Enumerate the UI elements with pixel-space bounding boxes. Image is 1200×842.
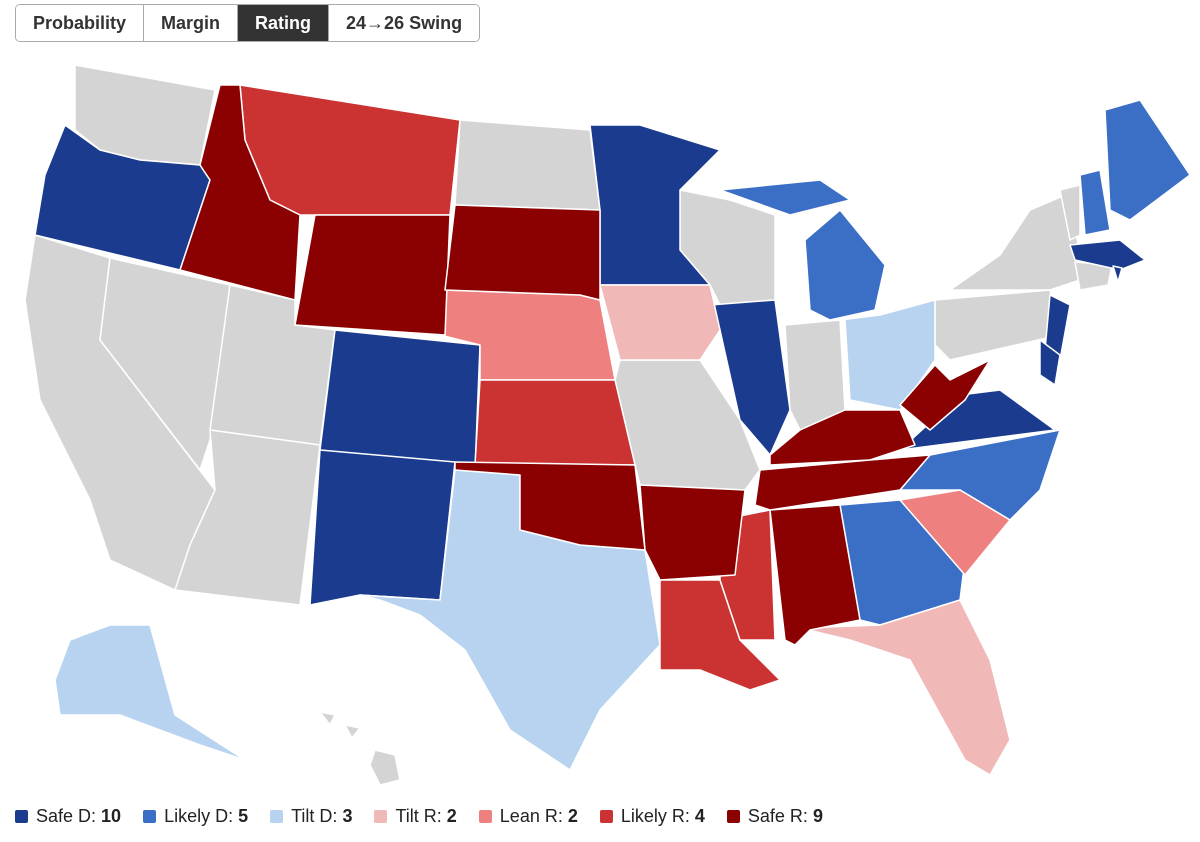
legend-count: 2 xyxy=(446,806,457,826)
legend-count: 2 xyxy=(567,806,578,826)
legend-label: Lean R: 2 xyxy=(499,806,578,826)
tilt-r-states xyxy=(599,284,1011,776)
legend-count: 3 xyxy=(342,806,353,826)
legend-count: 4 xyxy=(694,806,705,826)
legend-swatch xyxy=(143,810,157,823)
tilt-d-states xyxy=(54,299,936,771)
legend-item: Tilt R: 2 xyxy=(374,806,457,827)
likely-r-states xyxy=(239,84,781,691)
legend-label: Tilt D: 3 xyxy=(291,806,353,826)
legend-item: Tilt D: 3 xyxy=(270,806,352,827)
legend-count: 9 xyxy=(812,806,823,826)
legend-item: Lean R: 2 xyxy=(478,806,578,827)
legend-swatch xyxy=(15,810,28,823)
legend-label: Safe R: 9 xyxy=(747,806,823,826)
legend-label: Likely R: 4 xyxy=(620,806,705,826)
legend-item: Safe R: 9 xyxy=(726,806,823,827)
tab-bar: Probability Margin Rating 24→26 Swing xyxy=(15,4,481,42)
safe-d-states xyxy=(34,124,1146,606)
tab[interactable]: Probability xyxy=(16,5,145,41)
legend-swatch xyxy=(726,810,740,823)
legend: Safe D: 10 Likely D: 5 Tilt D: 3 Tilt R: 2 Lean … xyxy=(15,806,823,827)
legend-swatch xyxy=(270,810,284,823)
legend-item: Likely D: 5 xyxy=(143,806,248,827)
legend-label: Safe D: 10 xyxy=(36,806,122,826)
us-map xyxy=(24,64,1191,786)
legend-count: 5 xyxy=(238,806,249,826)
tab[interactable]: Rating xyxy=(238,5,330,41)
legend-swatch xyxy=(478,810,492,823)
legend-label: Tilt R: 2 xyxy=(395,806,457,826)
legend-item: Likely R: 4 xyxy=(599,806,705,827)
legend-count: 10 xyxy=(101,806,122,826)
legend-label: Likely D: 5 xyxy=(164,806,249,826)
tab[interactable]: 24→26 Swing xyxy=(329,5,480,41)
safe-r-states xyxy=(179,84,991,646)
lean-r-states xyxy=(439,289,1011,576)
unrated-states xyxy=(24,64,1113,786)
legend-swatch xyxy=(374,810,388,823)
legend-item: Safe D: 10 xyxy=(15,806,121,827)
legend-swatch xyxy=(599,810,613,823)
tab[interactable]: Margin xyxy=(144,5,239,41)
